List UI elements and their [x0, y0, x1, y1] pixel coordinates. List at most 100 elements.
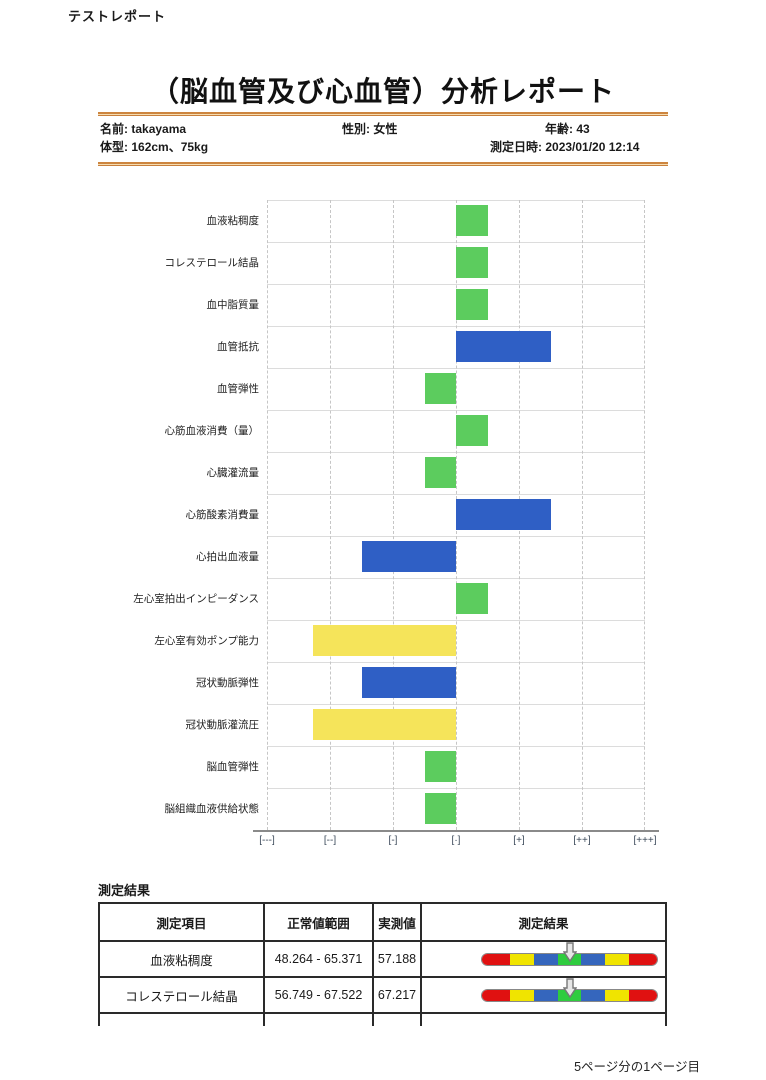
indicator-arrow-icon [562, 942, 577, 962]
chart-bar [424, 457, 456, 488]
indicator-segment [605, 953, 630, 965]
chart-bar [456, 331, 551, 362]
table-row: 血液粘稠度 48.264 - 65.371 57.188 [100, 942, 665, 978]
patient-body-label: 体型: [100, 140, 128, 154]
indicator-segment [533, 989, 558, 1001]
indicator-segment [605, 989, 630, 1001]
chart-tick-label: [+] [513, 835, 525, 846]
patient-body: 体型: 162cm、75kg [100, 138, 208, 155]
measure-datetime-label: 測定日時: [490, 140, 542, 154]
patient-info-panel: 名前: takayama 性別: 女性 年齢: 43 体型: 162cm、75k… [98, 112, 668, 166]
chart-category-label: コレステロール結晶 [164, 257, 260, 269]
divider-bottom [98, 162, 668, 166]
table-row: コレステロール結晶 56.749 - 67.522 67.217 [100, 978, 665, 1014]
table-row-partial [100, 1014, 665, 1026]
value-cell: 57.188 [374, 942, 422, 976]
chart-bar [312, 709, 456, 740]
chart-bar [456, 583, 488, 614]
empty-cell [422, 1014, 665, 1026]
indicator-segment [533, 953, 558, 965]
chart-category-label: 心臓灌流量 [206, 467, 260, 479]
report-title: （脳血管及び心血管）分析レポート [150, 76, 615, 107]
chart-tick-label: [-] [388, 835, 398, 846]
chart-category-label: 血管抵抗 [217, 341, 259, 353]
document-title: テストレポート [68, 9, 167, 24]
indicator-segment [581, 989, 606, 1001]
patient-age: 年齢: 43 [545, 120, 590, 137]
chart-bar [456, 499, 551, 530]
chart-category-label: 冠状動脈弾性 [196, 677, 259, 689]
empty-cell [374, 1014, 422, 1026]
indicator-arrow-icon [562, 978, 577, 998]
chart-bar [424, 373, 456, 404]
indicator-segment [629, 953, 657, 965]
chart-category-label: 脳組織血液供給状態 [164, 803, 260, 815]
empty-cell [265, 1014, 374, 1026]
result-cell [422, 978, 665, 1012]
chart-category-label: 血中脂質量 [206, 299, 260, 311]
results-table: 測定項目 正常値範囲 実測値 測定結果血液粘稠度 48.264 - 65.371 57.1… [98, 902, 667, 1026]
chart-category-label: 左心室拍出インピーダンス [133, 593, 259, 605]
result-indicator [481, 942, 658, 966]
patient-body-value: 162cm、75kg [131, 140, 209, 154]
patient-gender: 性別: 女性 [342, 120, 397, 137]
result-cell [422, 942, 665, 976]
empty-cell [100, 1014, 265, 1026]
item-cell: コレステロール結晶 [100, 978, 265, 1012]
chart-bar [456, 205, 488, 236]
indicator-segment [509, 989, 534, 1001]
divider-top [98, 112, 668, 116]
table-header-row: 測定項目 正常値範囲 実測値 測定結果 [100, 904, 665, 942]
table-header-cell: 正常値範囲 [265, 904, 374, 940]
indicator-segment [482, 953, 510, 965]
chart-bar [361, 541, 456, 572]
chart-bar [424, 751, 456, 782]
chart-gridline-v [582, 200, 583, 830]
chart-category-label: 脳血管弾性 [206, 761, 260, 773]
indicator-segment [509, 953, 534, 965]
page-indicator: 5ページ分の1ページ目 [574, 1060, 700, 1074]
chart-category-label: 血管弾性 [217, 383, 259, 395]
chart-bar [312, 625, 456, 656]
range-cell: 56.749 - 67.522 [265, 978, 374, 1012]
chart-category-label: 心筋血液消費（量） [164, 425, 260, 437]
patient-gender-value: 女性 [373, 122, 398, 136]
table-header-cell: 測定項目 [100, 904, 265, 940]
chart-category-label: 血液粘稠度 [206, 215, 260, 227]
indicator-segment [629, 989, 657, 1001]
chart-gridline-v [267, 200, 268, 830]
table-header-cell: 測定結果 [518, 916, 569, 931]
measure-datetime-value: 2023/01/20 12:14 [545, 140, 640, 154]
chart-category-label: 左心室有効ポンプ能力 [154, 635, 259, 647]
chart-category-label: 冠状動脈灌流圧 [185, 719, 260, 731]
indicator-segment [581, 953, 606, 965]
indicator-segment [482, 989, 510, 1001]
chart-bar [456, 415, 488, 446]
chart-tick-label: [--] [323, 835, 337, 846]
range-cell: 48.264 - 65.371 [265, 942, 374, 976]
chart-plot-area [267, 200, 645, 831]
chart-tick-label: [++] [573, 835, 591, 846]
table-header-cell: 実測値 [374, 904, 422, 940]
analysis-chart: 血液粘稠度コレステロール結晶血中脂質量血管抵抗血管弾性心筋血液消費（量） 心臓灌流… [0, 200, 766, 860]
value-cell: 67.217 [374, 978, 422, 1012]
chart-bar [424, 793, 456, 824]
chart-axis-line [253, 830, 659, 832]
chart-tick-label: [---] [259, 835, 275, 846]
measure-datetime: 測定日時: 2023/01/20 12:14 [490, 138, 639, 155]
patient-age-label: 年齢: [545, 122, 573, 136]
patient-name-value: takayama [131, 122, 187, 136]
chart-gridline-v [393, 200, 394, 830]
chart-category-label: 心筋酸素消費量 [185, 509, 260, 521]
chart-bar [361, 667, 456, 698]
chart-category-label: 心拍出血液量 [196, 551, 259, 563]
patient-age-value: 43 [576, 122, 590, 136]
chart-bar [456, 247, 488, 278]
patient-gender-label: 性別: [342, 122, 370, 136]
chart-bar [456, 289, 488, 320]
results-section-title: 測定結果 [98, 883, 151, 898]
patient-name-label: 名前: [100, 122, 128, 136]
result-indicator [481, 978, 658, 1002]
chart-tick-label: [·] [451, 835, 461, 846]
